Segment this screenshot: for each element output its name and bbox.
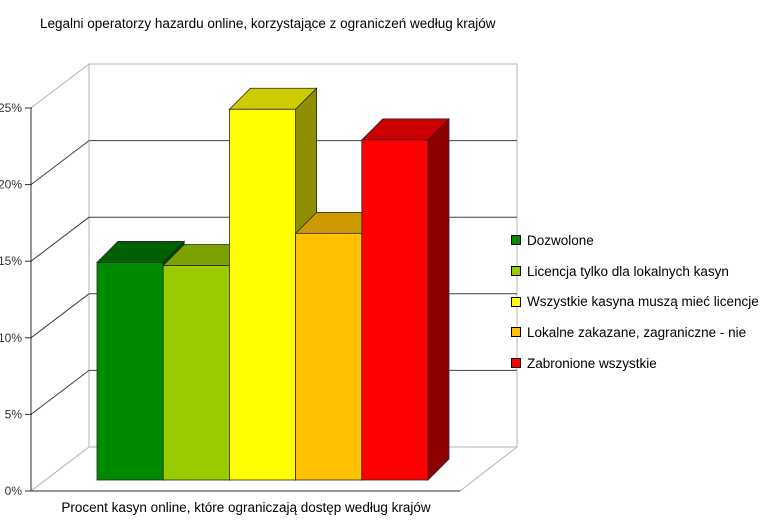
chart-title: Legalni operatorzy hazardu online, korzy…	[40, 16, 496, 31]
legend-item: Lokalne zakazane, zagraniczne - nie	[511, 317, 759, 348]
legend-item: Zabronione wszystkie	[511, 348, 759, 379]
bar-front-face	[295, 232, 363, 481]
grid-diagonal	[30, 370, 90, 415]
legend-item-label: Licencja tylko dla lokalnych kasyn	[527, 263, 729, 279]
legend-color-swatch	[511, 235, 521, 246]
bar-front-face	[361, 139, 429, 481]
y-tick-label: 0%	[5, 484, 23, 498]
legend-color-swatch	[511, 296, 521, 307]
legend: Dozwolone Licencja tylko dla lokalnych ka…	[511, 225, 759, 378]
bar-front-face	[228, 108, 296, 481]
bar-front-face	[96, 262, 164, 481]
legend-color-swatch	[511, 266, 521, 277]
legend-item-label: Dozwolone	[527, 232, 594, 248]
bar-side-face	[427, 117, 450, 481]
y-tick-label: 5%	[5, 407, 23, 421]
bar-front-face	[162, 265, 230, 481]
y-tick-label: 15%	[0, 254, 22, 268]
bar-4	[360, 117, 450, 481]
y-axis: 0% 5% 10% 15% 20% 25%	[0, 101, 460, 498]
legend-item-label: Wszystkie kasyna muszą mieć licencje	[527, 294, 759, 310]
x-axis-title: Procent kasyn online, które ograniczają …	[61, 500, 431, 515]
y-tick-label: 25%	[0, 101, 22, 115]
legend-item: Dozwolone	[511, 225, 759, 256]
grid-diagonal	[30, 216, 90, 262]
legend-item-label: Lokalne zakazane, zagraniczne - nie	[527, 324, 747, 340]
legend-item-label: Zabronione wszystkie	[527, 355, 657, 371]
y-tick-label: 10%	[0, 331, 22, 345]
y-tick-label: 20%	[0, 178, 22, 192]
legend-item: Wszystkie kasyna muszą mieć licencje	[511, 286, 759, 317]
legend-color-swatch	[511, 358, 521, 369]
legend-item: Licencja tylko dla lokalnych kasyn	[511, 256, 759, 287]
grid-diagonal	[30, 140, 90, 185]
grid-diagonal	[30, 293, 90, 339]
legend-color-swatch	[511, 327, 521, 338]
left-wall	[30, 62, 90, 493]
